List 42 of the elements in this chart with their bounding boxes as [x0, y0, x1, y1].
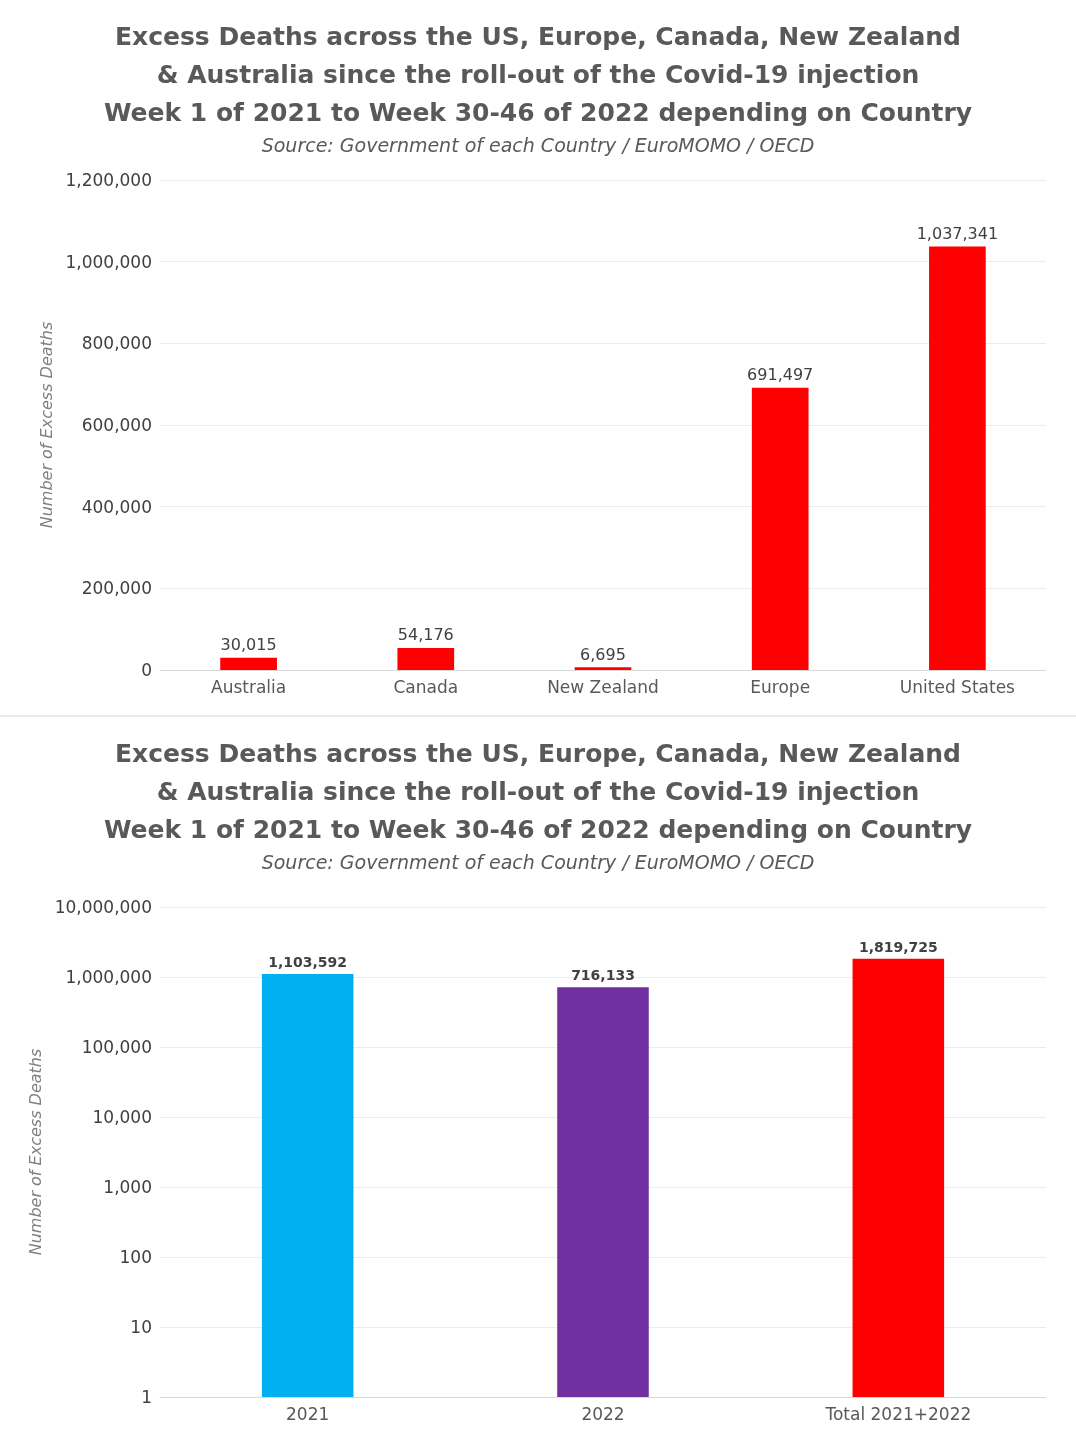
x-tick-label: 2022	[581, 1403, 625, 1424]
x-tick-label: Total 2021+2022	[824, 1403, 972, 1424]
x-tick-label: Europe	[750, 676, 811, 697]
y-tick-label: 400,000	[81, 496, 152, 517]
y-tick-label: 1,000,000	[65, 967, 152, 987]
bar	[220, 657, 277, 670]
x-tick-label: New Zealand	[547, 676, 659, 697]
data-label: 54,176	[397, 625, 454, 645]
chart-title: Excess Deaths across the US, Europe, Canada, New Zealand & Australia since the roll-out of the Covid-19 injection Week 1 of 2021 to Week 30-46 of 2022 depending on Country	[103, 21, 973, 127]
chart-subtitle: Source: Government of each Country / EuroMOMO / OECD	[261, 133, 815, 156]
y-tick-label: 1,000,000	[65, 251, 152, 272]
data-label: 1,103,592	[268, 954, 348, 970]
chart-subtitle: Source: Government of each Country / EuroMOMO / OECD	[261, 850, 815, 873]
y-tick-label: 10,000	[92, 1107, 152, 1127]
y-tick-label: 1,000	[103, 1177, 152, 1197]
data-label: 691,497	[747, 365, 814, 385]
data-label: 1,819,725	[858, 938, 938, 955]
bar	[751, 387, 809, 670]
y-tick-label: 10	[130, 1317, 152, 1337]
data-label: 6,695	[580, 644, 626, 664]
x-tick-label: United States	[899, 676, 1016, 697]
chart-title: Excess Deaths across the US, Europe, Canada, New Zealand & Australia since the roll-out of the Covid-19 injection Week 1 of 2021 to Week 30-46 of 2022 depending on Country	[103, 738, 973, 844]
y-tick-label: 200,000	[81, 578, 152, 599]
y-tick-label: 10,000,000	[54, 897, 152, 917]
y-tick-label: 100	[119, 1247, 152, 1267]
y-axis-title: Number of Excess Deaths	[26, 1048, 46, 1256]
y-tick-label: 1,200,000	[65, 170, 152, 190]
y-tick-label: 100,000	[81, 1037, 152, 1057]
x-tick-label: Canada	[393, 676, 459, 697]
data-label: 30,015	[220, 635, 277, 655]
bar	[397, 647, 455, 670]
data-label: 716,133	[571, 967, 635, 984]
bar	[574, 667, 632, 670]
x-tick-label: Australia	[211, 676, 287, 697]
y-axis-title: Number of Excess Deaths	[37, 321, 57, 529]
y-tick-label: 1	[141, 1387, 152, 1407]
data-label: 1,037,341	[916, 223, 999, 243]
x-tick-label: 2021	[286, 1403, 330, 1424]
y-tick-label: 0	[141, 660, 152, 680]
y-tick-label: 600,000	[81, 415, 152, 435]
y-tick-label: 800,000	[81, 333, 152, 354]
bar	[929, 246, 986, 670]
